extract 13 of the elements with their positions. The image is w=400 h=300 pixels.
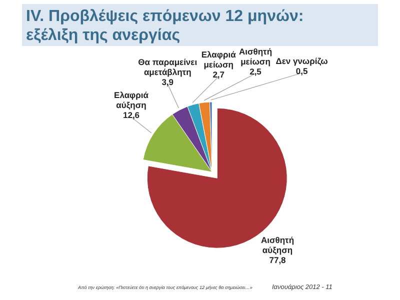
data-label: 0,5	[296, 66, 308, 76]
slice-label: Ελαφριά αύξηση	[114, 90, 150, 110]
slice-label: Αισθητή αύξηση	[260, 235, 294, 256]
data-label: 77,8	[269, 255, 286, 266]
slice-label: Θα παραμείνει αμετάβλητη	[138, 56, 198, 77]
data-label: 2,7	[212, 70, 225, 80]
data-label: 12,6	[122, 110, 140, 120]
slice-label: Αισθητή μείωση	[238, 46, 272, 67]
slice-label: Δεν γνωρίζω	[276, 56, 328, 66]
data-label: 2,5	[250, 66, 262, 77]
data-label: 3,9	[162, 76, 174, 87]
slice-label: Ελαφριά μείωση	[201, 50, 237, 70]
chart-title: IV. Προβλέψεις επόμενων 12 μηνών: εξέλιξη της ανεργίας	[26, 8, 304, 44]
